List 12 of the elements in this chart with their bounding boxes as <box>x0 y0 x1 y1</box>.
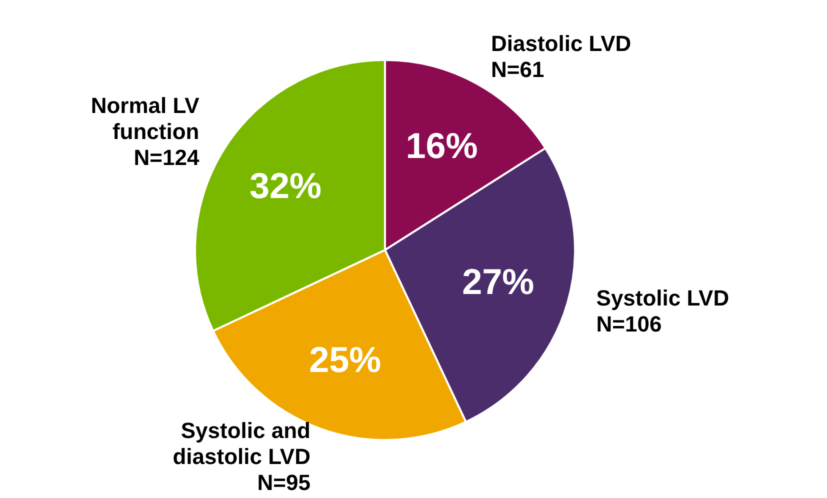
slice-label: Systolic and diastolic LVD <box>172 418 310 469</box>
data-label: 27% <box>462 260 534 302</box>
text: N=95 <box>257 470 310 495</box>
data-label: 25% <box>309 338 382 380</box>
data-label: 16% <box>406 124 478 166</box>
slice-label: Systolic LVD <box>596 285 730 310</box>
slice-label: Diastolic LVD <box>490 31 632 56</box>
text: N=106 <box>596 311 662 336</box>
text: N=124 <box>134 145 200 170</box>
slice-label: Normal LV function <box>90 93 200 144</box>
data-label: 32% <box>250 164 322 206</box>
text: N=61 <box>490 57 544 82</box>
